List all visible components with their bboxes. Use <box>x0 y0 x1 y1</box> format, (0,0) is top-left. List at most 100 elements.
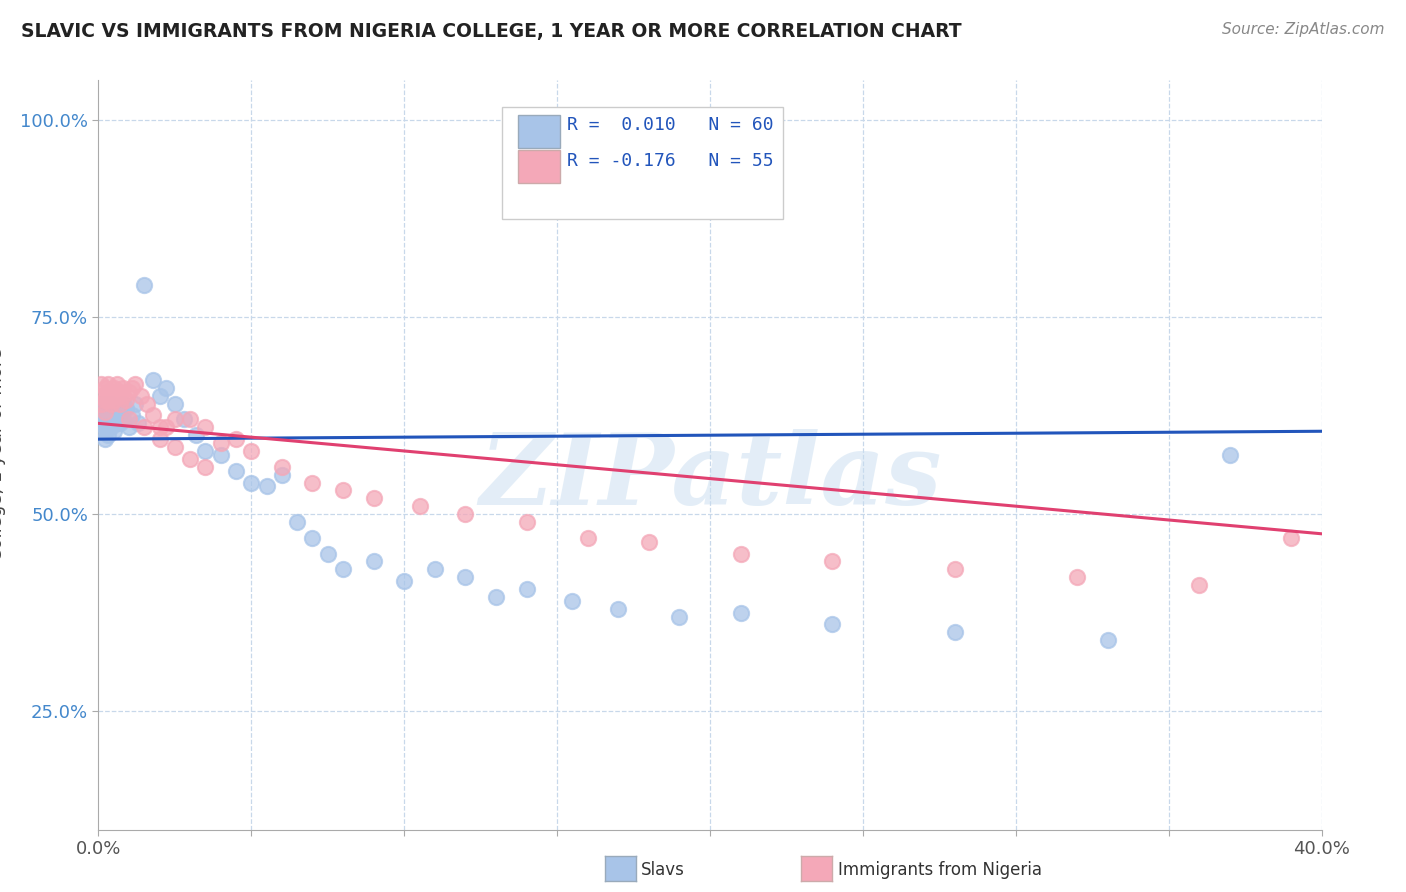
Point <box>1066 570 1088 584</box>
Point <box>97 376 120 391</box>
Point <box>115 392 138 407</box>
Point <box>163 440 186 454</box>
Point <box>454 507 477 521</box>
Point <box>93 420 115 434</box>
Point <box>607 601 630 615</box>
Point <box>363 554 385 568</box>
Point <box>209 436 232 450</box>
Point <box>179 412 201 426</box>
Point <box>270 459 292 474</box>
Point <box>97 417 120 431</box>
Point <box>90 417 112 431</box>
Point <box>155 381 177 395</box>
Text: ZIPatlas: ZIPatlas <box>479 429 941 525</box>
Point <box>485 590 508 604</box>
Point <box>90 409 112 423</box>
Point <box>576 531 599 545</box>
Text: Immigrants from Nigeria: Immigrants from Nigeria <box>838 861 1042 879</box>
Point <box>105 417 128 431</box>
Point <box>105 376 128 391</box>
Point <box>173 412 195 426</box>
FancyBboxPatch shape <box>517 150 560 183</box>
FancyBboxPatch shape <box>502 106 783 219</box>
Point <box>186 428 208 442</box>
Point <box>111 397 134 411</box>
Point <box>103 412 125 426</box>
Point <box>129 389 152 403</box>
Point <box>90 424 112 438</box>
Point <box>1279 531 1302 545</box>
Point <box>270 467 292 482</box>
Point <box>149 389 172 403</box>
Text: R = -0.176   N = 55: R = -0.176 N = 55 <box>567 153 773 170</box>
Point <box>730 606 752 620</box>
Point <box>194 420 217 434</box>
Point <box>118 384 141 399</box>
Point <box>142 373 165 387</box>
Point <box>149 432 172 446</box>
Point <box>105 404 128 418</box>
Point <box>516 515 538 529</box>
Point <box>316 547 339 561</box>
Point <box>93 432 115 446</box>
Point <box>103 401 125 415</box>
Point <box>1188 578 1211 592</box>
Text: R =  0.010   N = 60: R = 0.010 N = 60 <box>567 116 773 134</box>
Point <box>108 397 131 411</box>
Point <box>392 574 416 588</box>
Point <box>668 609 690 624</box>
FancyBboxPatch shape <box>517 115 560 148</box>
Point <box>105 389 128 403</box>
Point <box>127 417 149 431</box>
Point <box>225 432 247 446</box>
Point <box>90 376 112 391</box>
Point <box>301 475 323 490</box>
Point <box>163 412 186 426</box>
Point <box>155 420 177 434</box>
Point <box>142 409 165 423</box>
Point <box>363 491 385 506</box>
Point <box>194 459 217 474</box>
Point <box>93 412 115 426</box>
Point <box>332 562 354 576</box>
Point <box>454 570 477 584</box>
Point <box>108 417 131 431</box>
Point <box>115 401 138 415</box>
Point <box>93 392 115 407</box>
Point <box>108 384 131 399</box>
Point <box>423 562 446 576</box>
Point <box>118 420 141 434</box>
Point <box>943 625 966 640</box>
Point <box>209 448 232 462</box>
Point <box>225 464 247 478</box>
Text: Slavs: Slavs <box>641 861 685 879</box>
Point <box>1097 633 1119 648</box>
Point <box>103 424 125 438</box>
Point <box>121 409 143 423</box>
Point <box>90 397 112 411</box>
Point <box>90 389 112 403</box>
Point <box>256 479 278 493</box>
Point <box>301 531 323 545</box>
Point <box>97 428 120 442</box>
Text: Source: ZipAtlas.com: Source: ZipAtlas.com <box>1222 22 1385 37</box>
Point <box>408 499 430 513</box>
Point <box>943 562 966 576</box>
Point <box>100 397 122 411</box>
Point <box>124 397 146 411</box>
Point <box>163 397 186 411</box>
Point <box>111 381 134 395</box>
Point <box>149 420 172 434</box>
Point <box>100 420 122 434</box>
Point <box>118 412 141 426</box>
Point <box>134 420 156 434</box>
Point <box>90 397 112 411</box>
Point <box>93 401 115 415</box>
Point <box>97 392 120 407</box>
Point <box>516 582 538 596</box>
Point <box>111 389 134 403</box>
Point <box>93 404 115 418</box>
Y-axis label: College, 1 year or more: College, 1 year or more <box>0 349 6 561</box>
Point <box>821 617 844 632</box>
Point <box>285 515 308 529</box>
